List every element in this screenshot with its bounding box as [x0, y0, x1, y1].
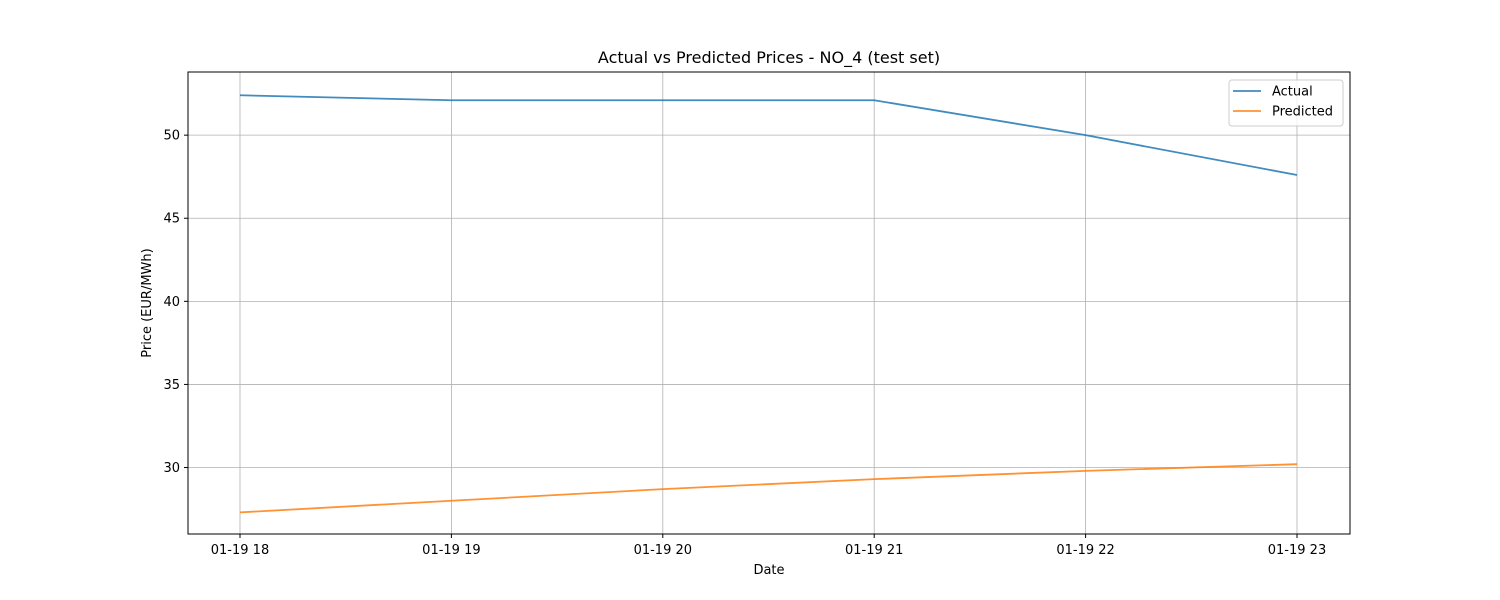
data-point-predicted: [1296, 463, 1298, 465]
data-point-predicted: [450, 500, 452, 502]
x-tick-label: 01-19 19: [422, 543, 480, 558]
x-axis: 01-19 18 01-19 19 01-19 20 01-19 21 01-19 22…: [211, 534, 1326, 558]
x-tick-label: 01-19 22: [1056, 543, 1114, 558]
data-point-actual: [1296, 174, 1298, 176]
data-point-actual: [873, 99, 875, 101]
x-axis-label: Date: [753, 563, 784, 578]
grid: [188, 72, 1350, 534]
series-line-predicted: [239, 463, 1298, 514]
y-tick-label: 45: [163, 212, 180, 227]
y-tick-label: 40: [163, 295, 180, 310]
x-tick-label: 01-19 20: [634, 543, 692, 558]
data-point-actual: [662, 99, 664, 101]
y-axis: 30 35 40 45 50: [163, 129, 188, 476]
chart-title: Actual vs Predicted Prices - NO_4 (test …: [598, 48, 940, 68]
plot-frame: [187, 71, 1351, 535]
y-axis-label: Price (EUR/MWh): [140, 248, 155, 357]
data-point-predicted: [1085, 470, 1087, 472]
x-tick-label: 01-19 18: [211, 543, 269, 558]
y-tick-label: 30: [163, 461, 180, 476]
x-tick-label: 01-19 21: [845, 543, 903, 558]
data-point-predicted: [662, 488, 664, 490]
data-point-predicted: [873, 478, 875, 480]
data-point-predicted: [239, 511, 241, 513]
series-layer: [239, 94, 1298, 514]
x-tick-label: 01-19 23: [1268, 543, 1326, 558]
y-tick-label: 35: [163, 378, 180, 393]
y-tick-label: 50: [163, 129, 180, 144]
legend: Actual Predicted: [1228, 79, 1344, 127]
legend-label-predicted: Predicted: [1272, 105, 1333, 120]
data-point-actual: [1085, 134, 1087, 136]
data-point-actual: [239, 94, 241, 96]
series-line-actual: [239, 94, 1298, 176]
legend-label-actual: Actual: [1272, 85, 1313, 100]
data-point-actual: [450, 99, 452, 101]
